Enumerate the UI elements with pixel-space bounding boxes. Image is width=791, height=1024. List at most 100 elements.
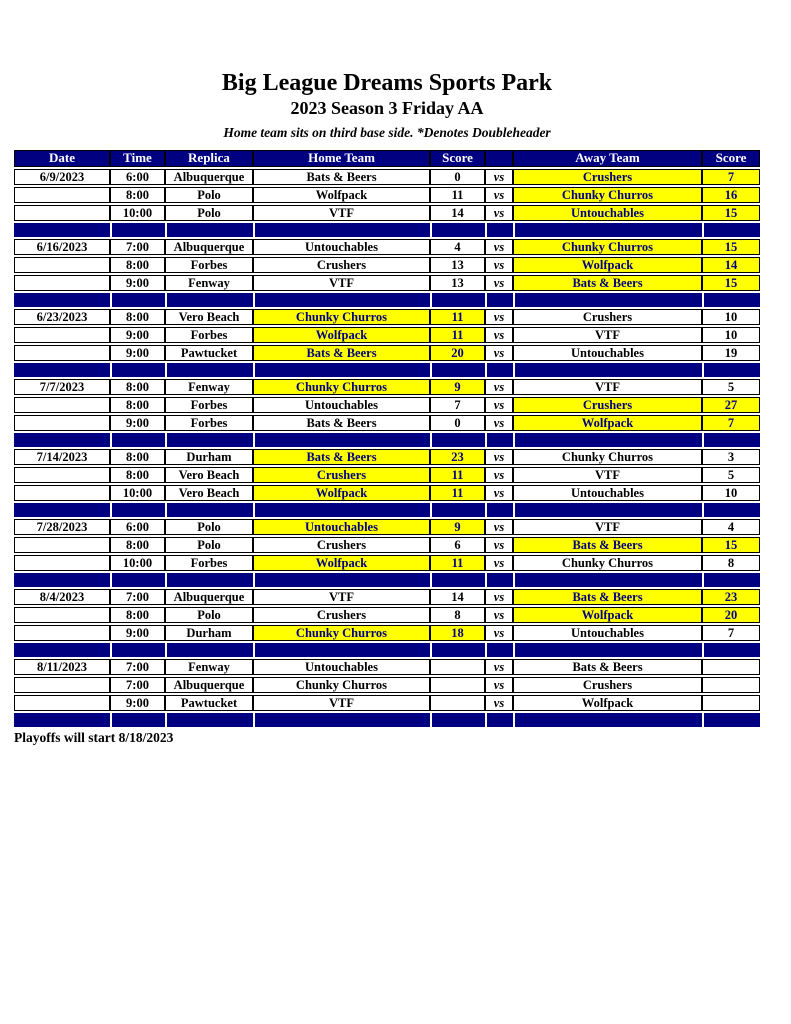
time-cell: 9:00 [110, 625, 165, 641]
separator-cell [485, 503, 513, 517]
replica-cell: Fenway [165, 379, 253, 395]
replica-cell: Fenway [165, 659, 253, 675]
column-header-away-score: Score [702, 150, 760, 167]
date-cell [14, 327, 110, 343]
separator-cell [165, 223, 253, 237]
separator-cell [110, 293, 165, 307]
date-cell [14, 537, 110, 553]
home-team-cell: Wolfpack [253, 485, 430, 501]
column-header-time: Time [110, 150, 165, 167]
separator-cell [702, 503, 760, 517]
away-score-cell: 15 [702, 205, 760, 221]
separator-cell [165, 433, 253, 447]
date-cell: 8/4/2023 [14, 589, 110, 605]
game-row: 8:00 Forbes Crushers 13 vs Wolfpack 14 [14, 257, 760, 273]
home-score-cell: 9 [430, 379, 485, 395]
home-team-cell: Bats & Beers [253, 169, 430, 185]
away-team-cell: Wolfpack [513, 257, 702, 273]
away-score-cell: 20 [702, 607, 760, 623]
away-score-cell: 8 [702, 555, 760, 571]
time-cell: 8:00 [110, 187, 165, 203]
away-score-cell: 16 [702, 187, 760, 203]
vs-label: vs [485, 519, 513, 535]
date-cell [14, 695, 110, 711]
separator-cell [430, 363, 485, 377]
replica-cell: Vero Beach [165, 485, 253, 501]
separator-cell [14, 643, 110, 657]
home-team-cell: Untouchables [253, 519, 430, 535]
game-row: 9:00 Fenway VTF 13 vs Bats & Beers 15 [14, 275, 760, 291]
game-row: 6/9/2023 6:00 Albuquerque Bats & Beers 0 vs Cr… [14, 169, 760, 185]
away-team-cell: Chunky Churros [513, 449, 702, 465]
home-score-cell: 11 [430, 187, 485, 203]
separator-cell [14, 713, 110, 727]
column-header-replica: Replica [165, 150, 253, 167]
home-score-cell: 11 [430, 309, 485, 325]
separator-row [14, 433, 760, 447]
separator-cell [110, 433, 165, 447]
home-score-cell: 18 [430, 625, 485, 641]
game-row: 6/16/2023 7:00 Albuquerque Untouchables 4 vs C… [14, 239, 760, 255]
vs-label: vs [485, 309, 513, 325]
replica-cell: Vero Beach [165, 309, 253, 325]
away-team-cell: VTF [513, 519, 702, 535]
separator-cell [430, 643, 485, 657]
date-cell [14, 555, 110, 571]
separator-cell [430, 573, 485, 587]
separator-cell [702, 223, 760, 237]
home-team-cell: Crushers [253, 537, 430, 553]
time-cell: 10:00 [110, 205, 165, 221]
time-cell: 9:00 [110, 695, 165, 711]
game-row: 7:00 Albuquerque Chunky Churros vs Crushers [14, 677, 760, 693]
away-team-cell: Bats & Beers [513, 659, 702, 675]
date-cell [14, 397, 110, 413]
date-cell: 6/23/2023 [14, 309, 110, 325]
time-cell: 7:00 [110, 239, 165, 255]
home-score-cell [430, 659, 485, 675]
time-cell: 9:00 [110, 345, 165, 361]
separator-cell [14, 363, 110, 377]
game-row: 10:00 Forbes Wolfpack 11 vs Chunky Churros 8 [14, 555, 760, 571]
replica-cell: Albuquerque [165, 239, 253, 255]
away-score-cell: 7 [702, 415, 760, 431]
date-cell [14, 485, 110, 501]
date-cell [14, 677, 110, 693]
game-row: 10:00 Vero Beach Wolfpack 11 vs Untouchables 1… [14, 485, 760, 501]
replica-cell: Albuquerque [165, 589, 253, 605]
home-team-cell: Crushers [253, 257, 430, 273]
column-header-home-team: Home Team [253, 150, 430, 167]
home-score-cell: 4 [430, 239, 485, 255]
vs-label: vs [485, 257, 513, 273]
separator-cell [702, 713, 760, 727]
separator-cell [165, 643, 253, 657]
home-score-cell: 0 [430, 169, 485, 185]
separator-cell [513, 713, 702, 727]
separator-cell [253, 573, 430, 587]
column-header-home-score: Score [430, 150, 485, 167]
separator-cell [485, 293, 513, 307]
home-team-cell: VTF [253, 205, 430, 221]
away-score-cell: 23 [702, 589, 760, 605]
away-score-cell: 19 [702, 345, 760, 361]
home-score-cell [430, 695, 485, 711]
away-team-cell: Untouchables [513, 485, 702, 501]
game-row: 9:00 Durham Chunky Churros 18 vs Untouchables… [14, 625, 760, 641]
separator-cell [513, 363, 702, 377]
game-row: 9:00 Pawtucket VTF vs Wolfpack [14, 695, 760, 711]
home-team-cell: Wolfpack [253, 327, 430, 343]
page-title: Big League Dreams Sports Park [221, 70, 553, 96]
home-score-cell: 11 [430, 555, 485, 571]
vs-label: vs [485, 625, 513, 641]
away-score-cell: 3 [702, 449, 760, 465]
home-team-cell: Chunky Churros [253, 677, 430, 693]
home-team-cell: Wolfpack [253, 187, 430, 203]
separator-cell [430, 713, 485, 727]
date-cell [14, 415, 110, 431]
date-cell [14, 607, 110, 623]
column-header-away-team: Away Team [513, 150, 702, 167]
time-cell: 8:00 [110, 537, 165, 553]
separator-cell [485, 643, 513, 657]
time-cell: 8:00 [110, 379, 165, 395]
separator-cell [513, 293, 702, 307]
game-row: 8/11/2023 7:00 Fenway Untouchables vs Bats & … [14, 659, 760, 675]
